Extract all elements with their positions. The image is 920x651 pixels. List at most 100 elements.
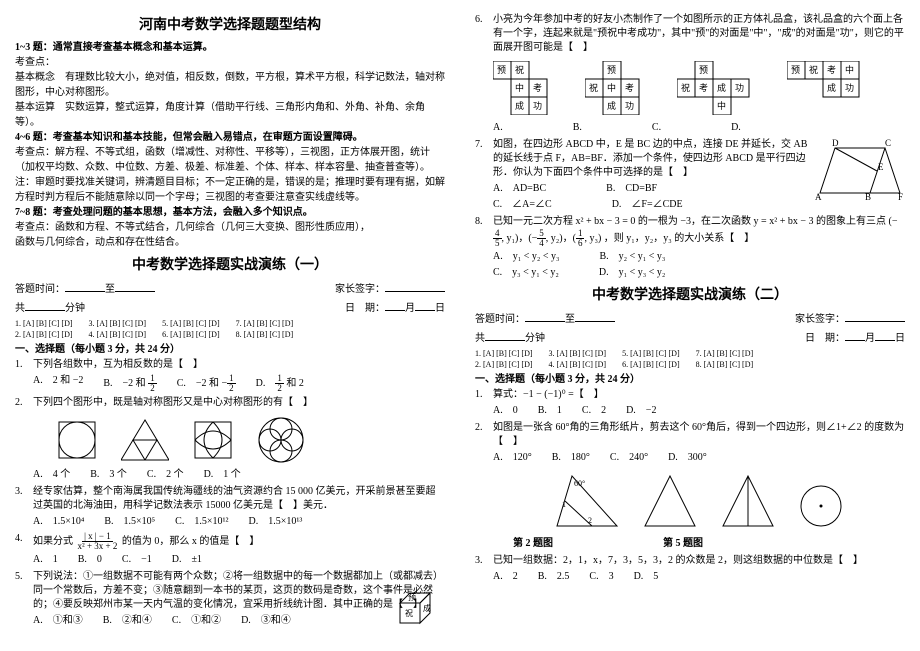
r2-cap1: 第 2 题图 [513,537,553,551]
p-7-8: 7~8 题：考查处理问题的基本思想，基本方法，会融入多个知识点。 [15,205,445,220]
p-kaodian3b: 函数与几何综合，动点和存在性结合。 [15,235,445,250]
svg-text:成: 成 [717,82,726,93]
r1-text: 算式：−1 − (−1)⁰ =【 】 [493,389,604,400]
r2-optA: A. 120° [493,451,532,465]
q7-figure-icon: DC AB FE [815,138,905,208]
left-column: 河南中考数学选择题题型结构 1~3 题：通常直接考查基本概念和基本运算。 考查点… [0,0,460,651]
r3-optA: A. 2 [493,570,518,584]
svg-text:成: 成 [827,82,836,93]
svg-text:1: 1 [562,500,566,509]
q4-pre: 如果分式 [33,536,73,547]
r1: 1. 算式：−1 − (−1)⁰ =【 】 A. 0 B. 1 C. 2 D. … [475,388,905,418]
section-1: 一、选择题（每小题 3 分，共 24 分） [15,340,445,355]
svg-text:F: F [898,192,903,202]
timer-label: 答题时间：至 [15,280,155,295]
q2-optC: C. 2 个 [147,468,184,482]
q8-optD: D. y₁ < y₃ < y₂ [599,266,665,280]
q6: 6. 小亮为今年参加中考的好友小杰制作了一个如图所示的正方体礼品盒，该礼品盒的六… [475,13,905,135]
q7: 7. DC AB FE 如图，在四边形 ABCD 中，E 是 BC 边的中点，连… [475,138,905,212]
svg-text:预: 预 [497,65,506,75]
r3: 3. 已知一组数据：2，1，x，7，3，5，3，2 的众数是 2，则这组数据的中… [475,554,905,584]
sign-label: 家长签字： [335,280,445,295]
q8: 8. 已知一元二次方程 x² + bx − 3 = 0 的一根为 −3，在二次函… [475,215,905,280]
shape-rounded-star-icon [189,416,237,464]
svg-text:成: 成 [607,100,616,111]
svg-text:中: 中 [515,82,524,93]
q4-frac: | x | − 1x² + 3x + 2 [76,532,120,551]
q3-optD: D. 1.5×10¹³ [248,515,302,529]
answer-time-row1: 答题时间：至 家长签字： [15,280,445,295]
q4-optB: B. 0 [78,553,102,567]
r-section-1: 一、选择题（每小题 3 分，共 24 分） [475,370,905,385]
r2-figures: 60°12 [493,471,905,531]
r2-tri3-icon [718,471,778,531]
r-timer-label: 答题时间：至 [475,310,615,325]
q2: 2. 下列四个图形中，既是轴对称图形又是中心对称图形的有【 】 A. 4 个 B… [15,396,445,482]
r2: 2. 如图是一张含 60°角的三角形纸片，剪去这个 60°角后，得到一个四边形，… [475,421,905,551]
svg-text:60°: 60° [574,479,585,488]
r2-optC: C. 240° [610,451,648,465]
q2-num: 2. [15,396,33,410]
q5-optC: C. ①和② [172,614,221,628]
r-date-label: 日 期：月日 [805,329,905,344]
q8-post: ，则 y₁，y₂，y₃ 的大小关系【 】 [604,233,754,244]
q7-optD: D. ∠F=∠CDE [612,198,683,212]
r2-optD: D. 300° [668,451,707,465]
r2-tri2-icon [640,471,700,531]
r2-tri1-icon: 60°12 [552,471,622,531]
share-label: 共分钟 [15,299,85,314]
bubble-row-2: 2. [A] [B] [C] [D] 4. [A] [B] [C] [D] 6.… [15,329,445,340]
r1-optB: B. 1 [538,404,562,418]
svg-text:祝: 祝 [515,64,524,75]
bubble-row-1: 1. [A] [B] [C] [D] 3. [A] [B] [C] [D] 5.… [15,318,445,329]
q1-text: 下列各组数中，互为相反数的是【 】 [33,359,203,370]
q2-optA: A. 4 个 [33,468,70,482]
q6-nets: 预祝中考成功 预祝中考成功 预祝考成功中 预祝考中成功 [493,61,905,115]
answer-time-row2: 共分钟 日 期：月日 [15,299,445,314]
p-kaodian: 考查点： [15,55,445,70]
r-sign-label: 家长签字： [795,310,905,325]
q3-optB: B. 1.5×10⁵ [104,515,155,529]
q3: 3. 经专家估算，整个南海属我国传统海疆线的油气资源约合 15 000 亿美元，… [15,485,445,529]
svg-text:祝: 祝 [589,82,598,93]
q7-optA: A. AD=BC [493,182,546,196]
r2-circle-icon [796,481,846,531]
q6-num: 6. [475,13,493,27]
net-a-icon: 预祝中考成功 [493,61,565,115]
q3-optC: C. 1.5×10¹² [175,515,228,529]
svg-text:功: 功 [735,83,744,93]
shape-triforce-icon [121,416,169,464]
q8-pre: 已知一元二次方程 x² + bx − 3 = 0 的一根为 −3，在二次函数 y… [493,216,886,227]
r1-optC: C. 2 [582,404,606,418]
q3-num: 3. [15,485,33,499]
q4: 4. 如果分式 | x | − 1x² + 3x + 2 的值为 0，那么 x … [15,532,445,567]
q4-optA: A. 1 [33,553,58,567]
q7-num: 7. [475,138,493,152]
svg-text:D: D [832,138,839,148]
svg-text:考: 考 [625,83,634,93]
svg-text:祝: 祝 [809,64,818,75]
r-answer-time-row2: 共分钟 日 期：月日 [475,329,905,344]
svg-text:成: 成 [423,603,431,613]
q1-optA: A. 2 和 −2 [33,374,83,393]
q3-optA: A. 1.5×10⁴ [33,515,84,529]
cube-net-icon: 预 祝 成 [390,583,450,638]
q8-optB: B. y₂ < y₁ < y₃ [599,250,665,264]
svg-text:A: A [815,192,822,202]
q8-optA: A. y₁ < y₂ < y₃ [493,250,559,264]
structure-title: 河南中考数学选择题题型结构 [15,14,445,34]
svg-text:考: 考 [827,65,836,75]
svg-text:考: 考 [533,83,542,93]
svg-text:预: 预 [791,65,800,75]
practice-title-2: 中考数学选择题实战演练（二） [475,284,905,304]
q2-optB: B. 3 个 [90,468,127,482]
p-1-3: 1~3 题：通常直接考查基本概念和基本运算。 [15,40,445,55]
q1-optB: B. −2 和 12 [103,374,156,393]
net-c-icon: 预祝考成功中 [677,61,767,115]
q2-text: 下列四个图形中，既是轴对称图形又是中心对称图形的有【 】 [33,397,313,408]
p-4-6: 4~6 题：考查基本知识和基本技能，但常会融入易错点，在审题方面设置障碍。 [15,130,445,145]
q5-optD: D. ③和④ [241,614,291,628]
r1-num: 1. [475,388,493,402]
r3-optC: C. 3 [589,570,613,584]
r2-text: 如图是一张含 60°角的三角形纸片，剪去这个 60°角后，得到一个四边形，则∠1… [493,422,904,447]
